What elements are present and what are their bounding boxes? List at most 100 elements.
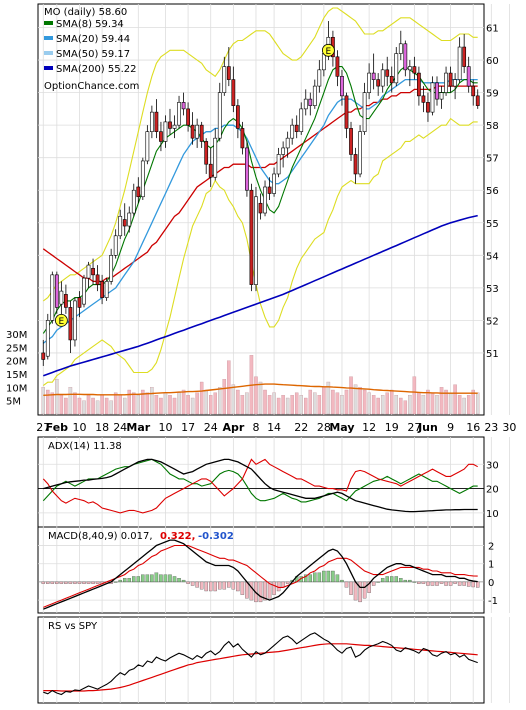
volume-bar: [358, 387, 362, 415]
macd-line: [43, 539, 478, 610]
candle-body: [113, 235, 118, 256]
volume-bar: [141, 389, 145, 415]
x-tick-label: Jun: [417, 421, 438, 434]
candle-body: [86, 264, 91, 279]
price-tick-label: 59: [486, 89, 499, 100]
candle-body: [82, 277, 86, 305]
macd-histogram-bar: [331, 570, 335, 583]
volume-bar: [385, 392, 389, 415]
candle-body: [100, 281, 104, 298]
macd-histogram-bar: [154, 572, 159, 583]
candle-body: [168, 121, 172, 129]
legend-swatch-sma200: [44, 66, 53, 70]
candle-body: [430, 82, 435, 113]
volume-bar: [168, 395, 172, 415]
x-tick-label: 17: [181, 421, 195, 434]
candle-body: [199, 124, 204, 142]
macd-histogram-bar: [412, 581, 417, 583]
volume-bar: [466, 395, 471, 415]
candle-body: [91, 268, 95, 276]
macd-histogram-bar: [231, 581, 236, 590]
macd-histogram-bar: [313, 572, 317, 583]
volume-bar: [172, 397, 177, 415]
candle-body: [140, 160, 145, 198]
candlesticks: [41, 21, 480, 366]
volume-bar: [444, 389, 448, 415]
candle-body: [145, 131, 150, 162]
macd-histogram-bar: [317, 572, 322, 583]
candle-body: [290, 124, 295, 139]
macd-histogram-bar: [362, 581, 367, 599]
price-tick-label: 53: [486, 284, 499, 295]
macd-histogram-bar: [122, 578, 127, 583]
legend-swatch-sma50: [44, 51, 53, 55]
candle-body: [462, 46, 467, 67]
volume-bar: [240, 395, 245, 415]
macd-tick-label: 2: [488, 542, 494, 553]
volume-bar: [186, 395, 190, 415]
volume-bar: [331, 389, 335, 415]
adx-tick-label: 30: [486, 460, 499, 471]
macd-histogram-bar: [145, 574, 150, 583]
candle-body: [258, 202, 263, 214]
price-tick-label: 61: [486, 24, 499, 35]
macd-histogram-bar: [403, 579, 408, 583]
volume-bar: [150, 387, 154, 415]
price-tick-label: 58: [486, 121, 499, 132]
volume-bar: [163, 392, 168, 415]
macd-histogram-bar: [195, 581, 199, 588]
volume-bar: [344, 389, 349, 415]
candle-body: [344, 95, 349, 129]
volume-bar: [453, 384, 457, 415]
macd-histogram-bar: [376, 581, 380, 583]
price-tick-label: 54: [486, 251, 499, 262]
volume-bar: [181, 389, 186, 415]
volume-bar: [73, 392, 77, 415]
macd-histogram-bar: [408, 579, 412, 583]
candle-body: [208, 163, 213, 178]
candle-body: [421, 95, 426, 103]
candle-body: [294, 124, 299, 132]
candle-body: [104, 281, 109, 298]
candle-body: [308, 98, 313, 106]
candle-body: [403, 43, 408, 71]
x-tick-label: 14: [267, 421, 281, 434]
volume-tick-label: 30M: [6, 330, 27, 341]
candle-body: [222, 66, 227, 93]
volume-bar: [380, 395, 385, 415]
macd-histogram-bar: [177, 578, 181, 583]
price-legend: MO (daily) 58.60 SMA(8) 59.34 SMA(20) 59…: [44, 7, 139, 92]
macd-histogram-bar: [77, 581, 82, 584]
macd-histogram-bar: [82, 581, 86, 584]
candle-body: [448, 72, 453, 87]
macd-histogram-bar: [172, 576, 177, 583]
x-tick-label: May: [329, 421, 354, 434]
candle-body: [417, 72, 421, 97]
legend-swatch-sma8: [44, 21, 53, 25]
x-tick-label: 19: [385, 421, 399, 434]
candle-body: [213, 137, 218, 178]
earnings-marker-label: E: [59, 317, 65, 327]
volume-bar: [245, 392, 249, 415]
candle-body: [127, 212, 132, 227]
rs-average-line: [43, 643, 478, 692]
volume-bar: [353, 384, 358, 415]
legend-sma50: SMA(50) 59.17: [56, 49, 130, 60]
macd-histogram-bar: [208, 581, 213, 592]
rs-line: [43, 632, 478, 696]
macd-histogram-bar: [113, 581, 118, 583]
candle-body: [398, 43, 403, 54]
macd-histogram-bar: [448, 581, 453, 586]
candle-body: [358, 131, 362, 175]
volume-bar: [41, 387, 45, 415]
price-tick-label: 51: [486, 349, 499, 360]
volume-bar: [258, 381, 263, 415]
macd-histogram-bar: [322, 570, 326, 583]
volume-bar: [371, 395, 376, 415]
macd-histogram-bar: [159, 574, 163, 583]
candle-body: [272, 173, 276, 194]
volume-bar: [412, 376, 417, 415]
macd-histogram-bar: [245, 581, 249, 599]
candle-body: [118, 215, 123, 237]
sma20-line: [42, 78, 478, 344]
